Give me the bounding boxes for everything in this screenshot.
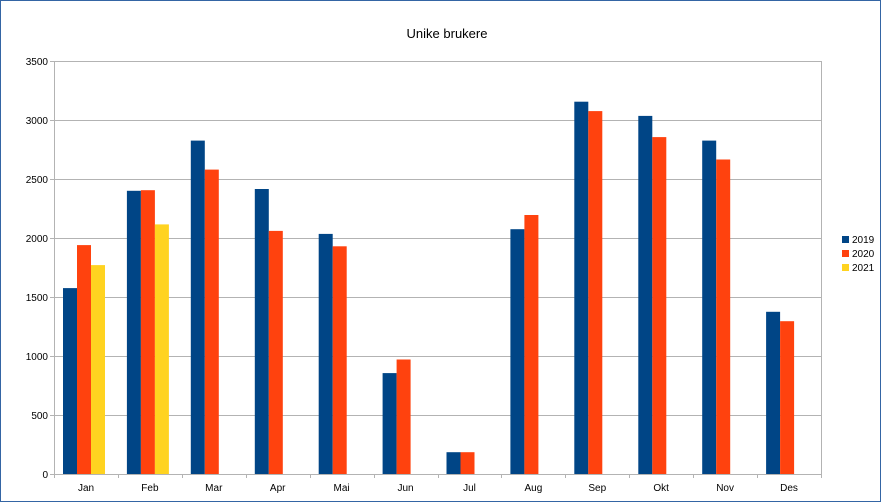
x-tick-label: Sep xyxy=(588,483,606,494)
axes xyxy=(54,61,822,478)
x-tick-label: Jan xyxy=(78,483,94,494)
bar-jul-2019 xyxy=(446,452,461,474)
bar-des-2019 xyxy=(766,311,781,475)
x-tick-label: Mai xyxy=(334,483,350,494)
bar-aug-2020 xyxy=(524,215,539,474)
y-tick-label: 0 xyxy=(42,470,48,481)
bar-nov-2019 xyxy=(702,140,717,474)
y-tick-label: 2500 xyxy=(26,175,49,186)
bar-feb-2020 xyxy=(140,190,155,474)
y-tick-label: 1000 xyxy=(26,352,49,363)
bar-mai-2019 xyxy=(318,233,333,474)
bar-jun-2020 xyxy=(396,359,411,474)
legend-swatch-2019 xyxy=(842,236,849,243)
bar-jan-2019 xyxy=(63,288,77,474)
bar-apr-2019 xyxy=(254,189,269,474)
legend-label-2019: 2019 xyxy=(852,235,875,246)
legend-swatch-2021 xyxy=(842,264,849,271)
y-tick-label: 3500 xyxy=(26,57,49,68)
x-tick-label: Des xyxy=(780,483,798,494)
legend-label-2020: 2020 xyxy=(852,249,875,260)
bar-des-2020 xyxy=(780,321,795,474)
y-tick-label: 2000 xyxy=(26,234,49,245)
bar-nov-2020 xyxy=(716,159,731,474)
x-tick-label: Jul xyxy=(463,483,476,494)
bar-sep-2020 xyxy=(588,111,603,474)
bar-jan-2020 xyxy=(77,245,91,474)
chart-title: Unike brukere xyxy=(407,26,488,41)
bar-apr-2020 xyxy=(268,230,283,474)
bar-okt-2020 xyxy=(652,137,667,474)
bars xyxy=(63,101,795,475)
x-tick-label: Apr xyxy=(270,483,286,494)
bar-feb-2021 xyxy=(154,224,169,474)
bar-mai-2020 xyxy=(332,246,347,474)
bar-sep-2019 xyxy=(574,101,589,474)
bar-okt-2019 xyxy=(638,115,653,475)
legend-label-2021: 2021 xyxy=(852,263,875,274)
bar-aug-2019 xyxy=(510,229,525,474)
x-tick-label: Feb xyxy=(141,483,159,494)
y-tick-label: 3000 xyxy=(26,116,49,127)
x-axis-tick-labels: Jan Feb Mar Apr Mai Jun Jul Aug Sep Okt Nov Des xyxy=(78,483,798,494)
bar-jun-2019 xyxy=(382,373,397,474)
legend: 2019 2020 2021 xyxy=(842,235,875,274)
legend-swatch-2020 xyxy=(842,250,849,257)
bar-jan-2021 xyxy=(91,265,105,474)
bar-mar-2019 xyxy=(190,140,205,474)
x-tick-label: Aug xyxy=(525,483,543,494)
x-tick-label: Nov xyxy=(716,483,734,494)
y-axis-tick-labels: 0 500 1000 1500 2000 2500 3000 3500 xyxy=(26,57,49,481)
x-tick-label: Mar xyxy=(205,483,223,494)
x-tick-label: Okt xyxy=(653,483,669,494)
bar-feb-2019 xyxy=(126,190,141,475)
y-tick-label: 500 xyxy=(31,411,48,422)
y-tick-label: 1500 xyxy=(26,293,49,304)
bar-jul-2020 xyxy=(460,452,475,474)
bar-mar-2020 xyxy=(204,169,219,474)
x-tick-label: Jun xyxy=(397,483,413,494)
